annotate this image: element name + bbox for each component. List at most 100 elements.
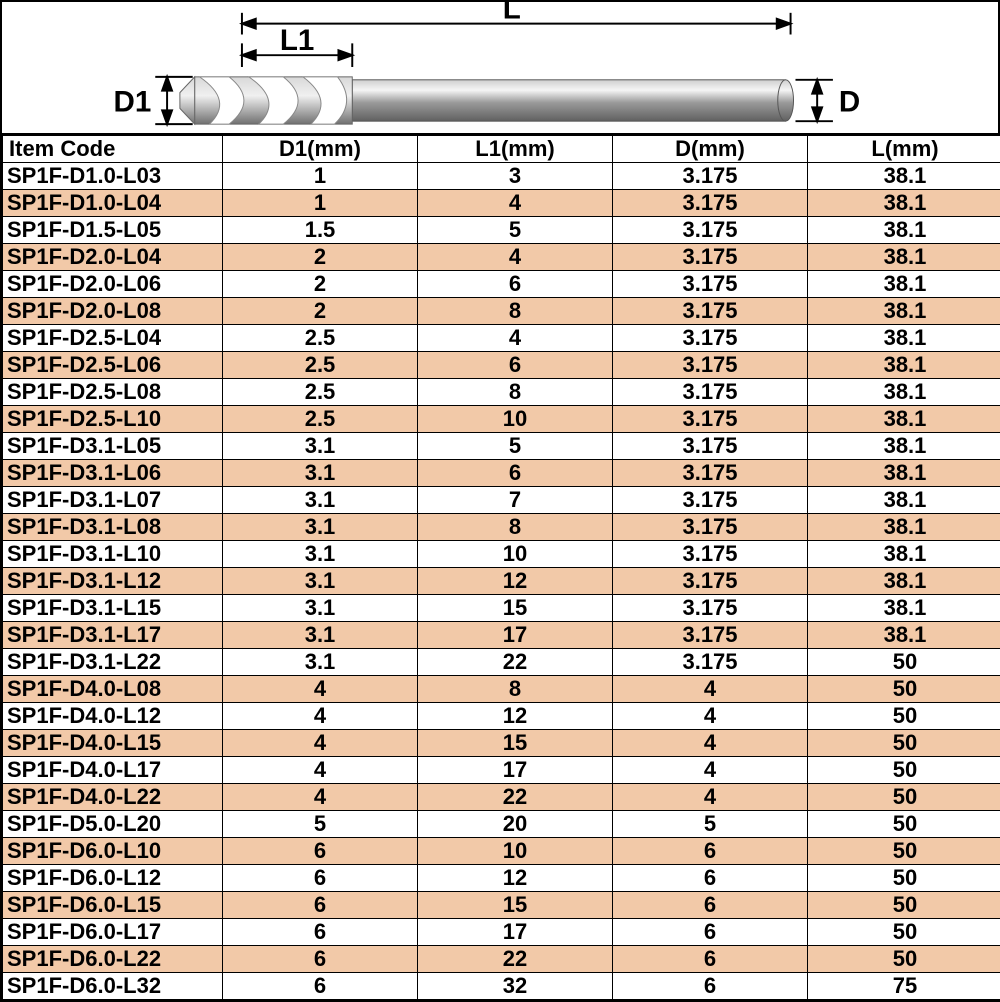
cell-value: 4: [223, 703, 418, 730]
cell-value: 15: [418, 892, 613, 919]
table-row: SP1F-D3.1-L123.1123.17538.1: [3, 568, 1000, 595]
cell-value: 5: [223, 811, 418, 838]
table-row: SP1F-D4.0-L15415450: [3, 730, 1000, 757]
cell-value: 6: [613, 865, 808, 892]
table-row: SP1F-D3.1-L173.1173.17538.1: [3, 622, 1000, 649]
cell-value: 3.175: [613, 325, 808, 352]
cell-value: 4: [613, 703, 808, 730]
cell-value: 38.1: [808, 406, 1000, 433]
cell-value: 2.5: [223, 406, 418, 433]
cell-value: 4: [223, 784, 418, 811]
table-row: SP1F-D2.5-L082.583.17538.1: [3, 379, 1000, 406]
cell-item-code: SP1F-D4.0-L15: [3, 730, 223, 757]
cell-value: 50: [808, 676, 1000, 703]
cell-value: 10: [418, 406, 613, 433]
spec-table: Item Code D1(mm) L1(mm) D(mm) L(mm) SP1F…: [2, 135, 1000, 1000]
cell-value: 15: [418, 730, 613, 757]
cell-value: 4: [418, 190, 613, 217]
cell-value: 2: [223, 298, 418, 325]
cell-item-code: SP1F-D3.1-L10: [3, 541, 223, 568]
cell-value: 1: [223, 163, 418, 190]
cell-value: 22: [418, 784, 613, 811]
cell-value: 3.175: [613, 217, 808, 244]
cell-item-code: SP1F-D6.0-L12: [3, 865, 223, 892]
cell-value: 8: [418, 298, 613, 325]
cell-value: 50: [808, 784, 1000, 811]
cell-value: 3.175: [613, 514, 808, 541]
cell-value: 3.1: [223, 568, 418, 595]
cell-value: 6: [223, 838, 418, 865]
cell-value: 4: [223, 757, 418, 784]
cell-value: 50: [808, 838, 1000, 865]
cell-value: 38.1: [808, 190, 1000, 217]
cell-value: 2: [223, 271, 418, 298]
table-row: SP1F-D3.1-L063.163.17538.1: [3, 460, 1000, 487]
cell-value: 3.175: [613, 244, 808, 271]
table-row: SP1F-D6.0-L15615650: [3, 892, 1000, 919]
table-row: SP1F-D1.0-L04143.17538.1: [3, 190, 1000, 217]
cell-value: 6: [418, 271, 613, 298]
cell-item-code: SP1F-D2.5-L04: [3, 325, 223, 352]
cell-value: 17: [418, 757, 613, 784]
cell-item-code: SP1F-D3.1-L22: [3, 649, 223, 676]
cell-item-code: SP1F-D2.5-L10: [3, 406, 223, 433]
cell-item-code: SP1F-D6.0-L15: [3, 892, 223, 919]
table-row: SP1F-D4.0-L17417450: [3, 757, 1000, 784]
cell-item-code: SP1F-D6.0-L22: [3, 946, 223, 973]
cell-value: 38.1: [808, 298, 1000, 325]
cell-value: 3.175: [613, 406, 808, 433]
cell-value: 3.1: [223, 433, 418, 460]
cell-value: 50: [808, 946, 1000, 973]
cell-value: 4: [613, 676, 808, 703]
cell-value: 3.1: [223, 595, 418, 622]
cell-value: 3.1: [223, 649, 418, 676]
cell-value: 38.1: [808, 622, 1000, 649]
cell-value: 20: [418, 811, 613, 838]
cell-value: 6: [223, 946, 418, 973]
cell-item-code: SP1F-D4.0-L22: [3, 784, 223, 811]
table-row: SP1F-D2.5-L042.543.17538.1: [3, 325, 1000, 352]
cell-value: 22: [418, 649, 613, 676]
cell-value: 3.1: [223, 514, 418, 541]
cell-value: 50: [808, 730, 1000, 757]
spec-sheet: L L1 D1: [0, 0, 1000, 1002]
cell-value: 38.1: [808, 325, 1000, 352]
table-row: SP1F-D1.0-L03133.17538.1: [3, 163, 1000, 190]
cell-value: 4: [418, 325, 613, 352]
cell-value: 3.175: [613, 487, 808, 514]
cell-value: 6: [613, 919, 808, 946]
dim-label-D1: D1: [114, 85, 152, 118]
cell-value: 6: [418, 460, 613, 487]
cell-item-code: SP1F-D2.0-L04: [3, 244, 223, 271]
table-header-row: Item Code D1(mm) L1(mm) D(mm) L(mm): [3, 136, 1000, 163]
cell-value: 3.175: [613, 622, 808, 649]
table-row: SP1F-D3.1-L073.173.17538.1: [3, 487, 1000, 514]
cell-item-code: SP1F-D3.1-L15: [3, 595, 223, 622]
cell-value: 38.1: [808, 568, 1000, 595]
cell-item-code: SP1F-D3.1-L06: [3, 460, 223, 487]
cell-value: 4: [613, 757, 808, 784]
table-row: SP1F-D6.0-L22622650: [3, 946, 1000, 973]
table-row: SP1F-D3.1-L053.153.17538.1: [3, 433, 1000, 460]
cell-value: 3.175: [613, 433, 808, 460]
dim-label-D: D: [839, 85, 860, 118]
table-row: SP1F-D5.0-L20520550: [3, 811, 1000, 838]
table-row: SP1F-D3.1-L153.1153.17538.1: [3, 595, 1000, 622]
cell-value: 3.175: [613, 541, 808, 568]
table-row: SP1F-D6.0-L10610650: [3, 838, 1000, 865]
table-row: SP1F-D2.0-L06263.17538.1: [3, 271, 1000, 298]
cell-value: 1: [223, 190, 418, 217]
cell-item-code: SP1F-D6.0-L32: [3, 973, 223, 1000]
cell-value: 17: [418, 919, 613, 946]
cell-value: 4: [223, 676, 418, 703]
table-row: SP1F-D2.5-L102.5103.17538.1: [3, 406, 1000, 433]
cell-value: 5: [418, 433, 613, 460]
col-l1: L1(mm): [418, 136, 613, 163]
cell-item-code: SP1F-D4.0-L08: [3, 676, 223, 703]
cell-value: 10: [418, 541, 613, 568]
cell-item-code: SP1F-D4.0-L12: [3, 703, 223, 730]
cell-item-code: SP1F-D3.1-L08: [3, 514, 223, 541]
cell-value: 12: [418, 703, 613, 730]
cell-item-code: SP1F-D1.5-L05: [3, 217, 223, 244]
cell-value: 3: [418, 163, 613, 190]
